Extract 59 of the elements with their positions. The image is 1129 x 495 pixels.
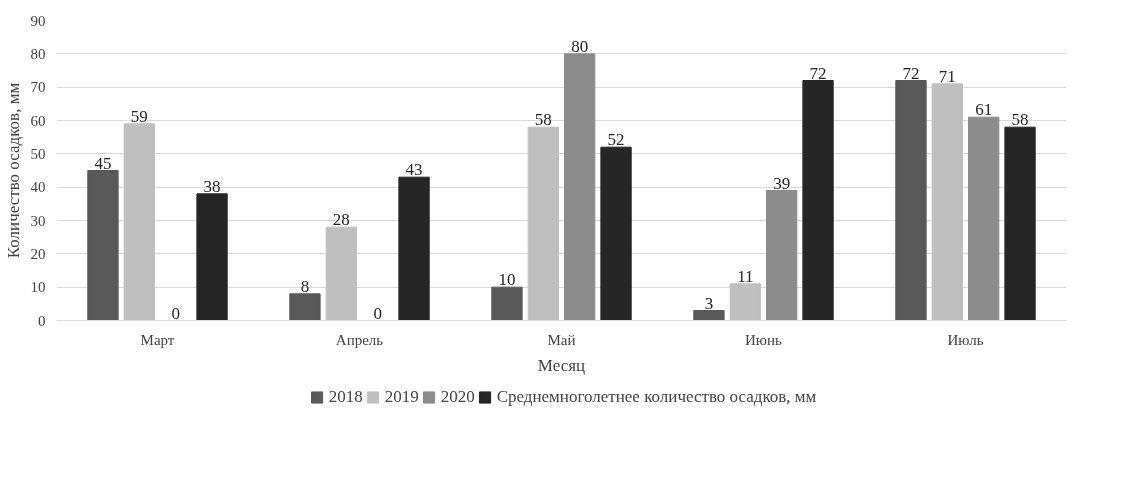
y-tick-label: 80 bbox=[30, 45, 46, 62]
data-label: 39 bbox=[773, 173, 791, 193]
bar bbox=[729, 283, 761, 321]
data-label: 0 bbox=[171, 303, 180, 323]
data-label: 38 bbox=[203, 176, 221, 196]
x-tick-label: Июнь bbox=[745, 331, 783, 348]
data-label: 10 bbox=[498, 270, 516, 290]
data-label: 11 bbox=[737, 266, 754, 286]
data-label: 80 bbox=[571, 36, 589, 56]
x-tick-label: Июль bbox=[947, 331, 984, 348]
bar bbox=[491, 286, 523, 321]
y-tick-label: 10 bbox=[30, 279, 46, 296]
bar bbox=[527, 126, 559, 321]
y-tick-label: 60 bbox=[30, 112, 46, 129]
data-label: 3 bbox=[704, 293, 714, 313]
data-label: 28 bbox=[332, 210, 350, 230]
bar bbox=[1004, 126, 1036, 321]
legend-label: 2018 bbox=[328, 387, 363, 407]
y-tick-label: 70 bbox=[30, 79, 46, 96]
data-label: 58 bbox=[534, 110, 552, 130]
bar bbox=[802, 80, 834, 321]
legend-label: Среднемноголетнее количество осадков, мм bbox=[496, 387, 817, 407]
bar bbox=[87, 170, 119, 321]
data-label: 43 bbox=[405, 160, 423, 180]
legend-label: 2019 bbox=[384, 387, 419, 407]
data-label: 45 bbox=[94, 153, 112, 173]
bar bbox=[895, 80, 927, 321]
data-label: 59 bbox=[130, 106, 148, 126]
data-label: 71 bbox=[938, 66, 956, 86]
x-tick-label: Март bbox=[140, 331, 175, 348]
x-tick-label: Апрель bbox=[335, 331, 384, 348]
bar bbox=[693, 310, 725, 321]
bar bbox=[968, 116, 1000, 321]
data-label: 52 bbox=[607, 130, 625, 150]
data-label: 8 bbox=[300, 276, 310, 296]
y-tick-label: 20 bbox=[30, 245, 46, 262]
bar bbox=[931, 83, 963, 321]
bar bbox=[600, 146, 632, 321]
data-label: 72 bbox=[809, 63, 827, 83]
data-label: 61 bbox=[975, 100, 993, 120]
data-label: 72 bbox=[902, 63, 920, 83]
y-tick-label: 40 bbox=[30, 179, 46, 196]
y-tick-label: 30 bbox=[30, 212, 46, 229]
bar bbox=[196, 193, 228, 321]
x-axis-title: Месяц bbox=[537, 355, 586, 375]
bar bbox=[766, 190, 798, 321]
bar bbox=[564, 53, 596, 321]
data-label: 0 bbox=[373, 303, 382, 323]
bar bbox=[325, 226, 357, 321]
data-label: 58 bbox=[1011, 110, 1029, 130]
bar bbox=[289, 293, 321, 321]
y-tick-label: 0 bbox=[38, 312, 46, 329]
bar bbox=[398, 176, 430, 321]
x-tick-label: Май bbox=[547, 331, 576, 348]
y-axis-title: Количество осадков, мм bbox=[3, 82, 23, 259]
y-tick-label: 90 bbox=[30, 12, 46, 29]
bar bbox=[123, 123, 155, 321]
y-tick-label: 50 bbox=[30, 145, 46, 162]
legend-label: 2020 bbox=[440, 387, 475, 407]
